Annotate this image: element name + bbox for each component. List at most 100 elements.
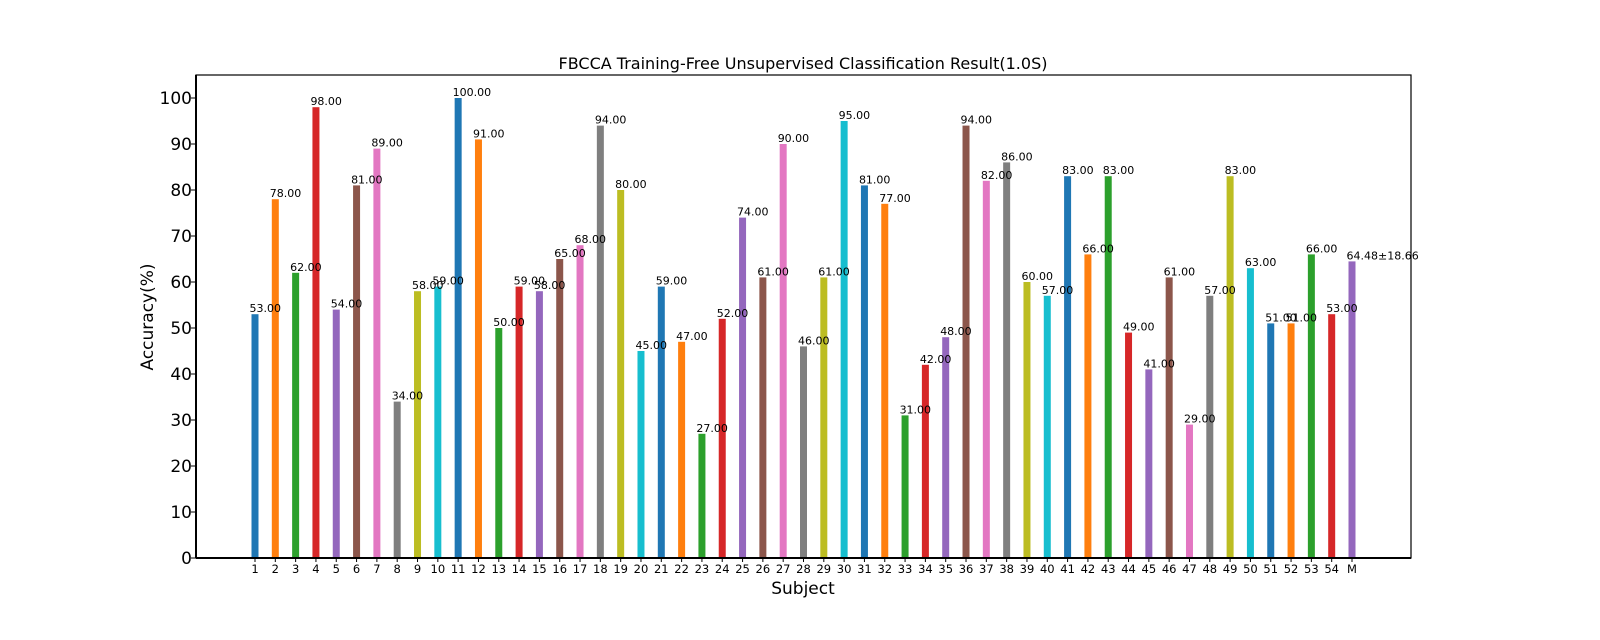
x-tick-label: 54 — [1324, 562, 1339, 576]
data-label: 41.00 — [1143, 357, 1175, 370]
x-tick-label: 39 — [1020, 562, 1035, 576]
data-label: 31.00 — [900, 403, 932, 416]
bar-subject-25 — [739, 217, 747, 558]
data-label: 74.00 — [737, 206, 769, 219]
data-label: 83.00 — [1103, 164, 1135, 177]
x-tick-label: 36 — [959, 562, 974, 576]
x-tick-label: 32 — [877, 562, 892, 576]
x-tick-label: 16 — [552, 562, 567, 576]
data-label: 42.00 — [920, 353, 952, 366]
data-label: 81.00 — [351, 173, 383, 186]
x-tick-label: 49 — [1223, 562, 1238, 576]
x-tick-label: 33 — [898, 562, 913, 576]
data-label: 58.00 — [412, 279, 444, 292]
x-tick-label: 28 — [796, 562, 811, 576]
data-label: 94.00 — [595, 114, 627, 127]
x-tick-label: 26 — [756, 562, 771, 576]
data-label: 82.00 — [981, 169, 1013, 182]
data-label: 94.00 — [961, 114, 993, 127]
bar-subject-24 — [718, 318, 726, 558]
bar-subject-4 — [312, 107, 320, 558]
bar-subject-15 — [535, 291, 543, 558]
bar-subject-14 — [515, 286, 523, 558]
bar-subject-46 — [1165, 277, 1173, 558]
bar-subject-42 — [1084, 254, 1092, 558]
data-label: 83.00 — [1225, 164, 1257, 177]
data-label: 98.00 — [310, 95, 342, 108]
bar-subject-35 — [942, 337, 950, 558]
data-label: 91.00 — [473, 127, 505, 140]
x-tick-label: 50 — [1243, 562, 1258, 576]
x-tick-label: 37 — [979, 562, 994, 576]
data-label: 61.00 — [818, 265, 850, 278]
bar-subject-38 — [1003, 162, 1011, 558]
x-tick-label: 47 — [1182, 562, 1197, 576]
data-label: 89.00 — [371, 137, 403, 150]
bar-subject-6 — [353, 185, 361, 558]
x-tick-label: 19 — [613, 562, 628, 576]
data-label: 81.00 — [859, 173, 891, 186]
bar-subject-34 — [921, 364, 929, 558]
chart-title: FBCCA Training-Free Unsupervised Classif… — [559, 54, 1048, 73]
x-tick-label: 9 — [414, 562, 421, 576]
x-tick-label: 22 — [674, 562, 689, 576]
data-label: 48.00 — [940, 325, 972, 338]
x-tick-label: M — [1347, 562, 1357, 576]
bar-subject-17 — [576, 245, 584, 558]
x-tick-label: 21 — [654, 562, 669, 576]
x-tick-label: 5 — [333, 562, 340, 576]
data-label: 90.00 — [778, 132, 810, 145]
bar-subject-36 — [962, 125, 970, 558]
bar-subject-45 — [1145, 369, 1153, 558]
x-tick-label: 35 — [938, 562, 953, 576]
x-tick-label: 43 — [1101, 562, 1116, 576]
data-label: 59.00 — [432, 275, 464, 288]
data-label: 60.00 — [1021, 270, 1052, 283]
bar-subject-26 — [759, 277, 767, 558]
bars-group — [251, 98, 1356, 559]
x-tick-label: 30 — [837, 562, 852, 576]
x-tick-label: 45 — [1142, 562, 1157, 576]
bar-subject-30 — [840, 121, 848, 558]
x-tick-label: 10 — [431, 562, 446, 576]
data-label: 66.00 — [1306, 242, 1338, 255]
x-tick-label: 27 — [776, 562, 791, 576]
bar-subject-16 — [556, 259, 564, 558]
y-tick-label: 60 — [170, 273, 192, 293]
x-tick-label: 25 — [735, 562, 750, 576]
x-axis-ticks: 1 2 3 4 5 6 7 8 9 10 11 12 13 14 15 16 17 18 19 20 21 22 23 24 2… — [251, 558, 1357, 576]
y-axis-label: Accuracy(%) — [138, 263, 158, 370]
data-label: 45.00 — [635, 339, 667, 352]
bar-subject-1 — [251, 314, 259, 558]
bar-subject-54 — [1328, 314, 1336, 558]
x-tick-label: 23 — [695, 562, 710, 576]
data-label: 51.00 — [1286, 311, 1318, 324]
x-tick-label: 14 — [512, 562, 527, 576]
bar-subject-5 — [332, 309, 340, 558]
x-tick-label: 18 — [593, 562, 608, 576]
x-tick-label: 31 — [857, 562, 872, 576]
bar-subject-18 — [596, 125, 604, 558]
y-tick-label: 100 — [160, 89, 192, 109]
y-tick-label: 80 — [170, 181, 192, 201]
data-label: 57.00 — [1204, 284, 1236, 297]
data-label: 61.00 — [757, 265, 789, 278]
bar-subject-52 — [1287, 323, 1295, 558]
bar-subject-10 — [434, 286, 442, 558]
y-tick-label: 20 — [170, 457, 192, 477]
x-tick-label: 41 — [1060, 562, 1075, 576]
bar-subject-23 — [698, 433, 706, 558]
x-axis-label: Subject — [771, 579, 835, 599]
data-label: 52.00 — [717, 307, 749, 320]
x-tick-label: 15 — [532, 562, 547, 576]
data-label: 80.00 — [615, 178, 647, 191]
data-label: 61.00 — [1164, 265, 1196, 278]
data-label: 57.00 — [1042, 284, 1074, 297]
data-label: 49.00 — [1123, 321, 1155, 334]
x-tick-label: 12 — [471, 562, 486, 576]
bar-subject-8 — [393, 401, 401, 558]
y-tick-label: 30 — [170, 411, 192, 431]
data-label: 100.00 — [453, 86, 492, 99]
data-label: 51.00 — [1265, 311, 1297, 324]
data-label: 59.00 — [656, 275, 688, 288]
